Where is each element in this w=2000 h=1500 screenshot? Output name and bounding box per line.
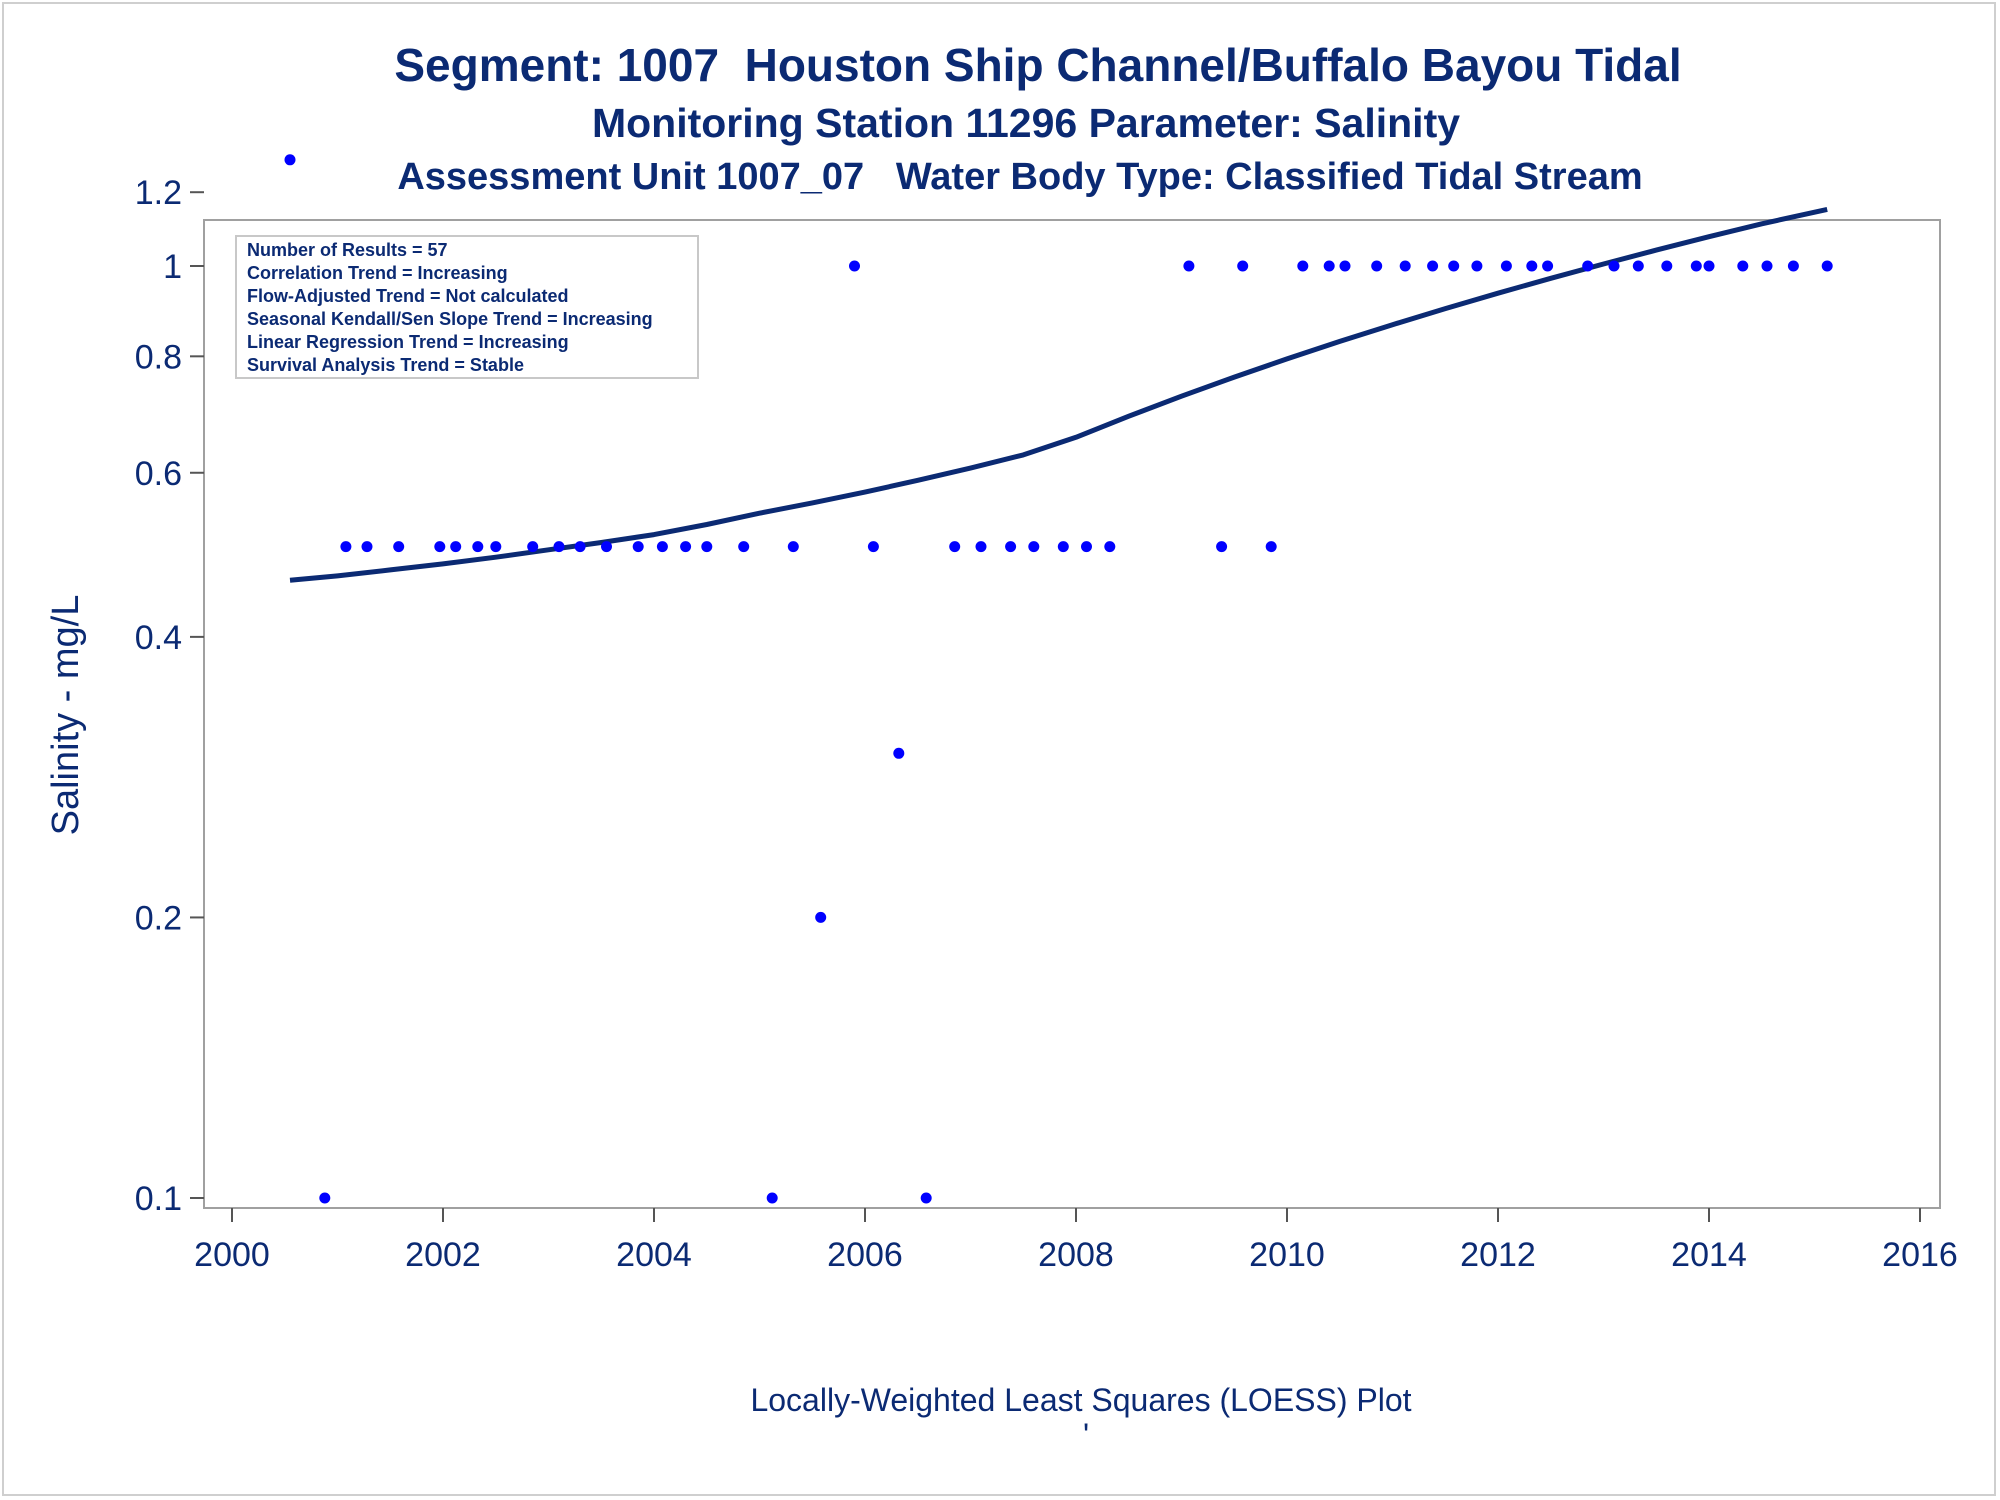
data-point xyxy=(472,541,484,553)
data-point xyxy=(867,541,879,553)
data-point xyxy=(1216,541,1228,553)
data-point xyxy=(340,541,352,553)
x-tick-label: 2010 xyxy=(1249,1236,1325,1274)
data-point xyxy=(632,541,644,553)
data-point xyxy=(1542,260,1554,272)
stats-line: Seasonal Kendall/Sen Slope Trend = Incre… xyxy=(247,309,653,329)
data-point xyxy=(656,541,668,553)
data-point xyxy=(1005,541,1017,553)
data-point xyxy=(893,747,905,759)
data-point xyxy=(553,541,565,553)
footer-mark: ' xyxy=(1083,1417,1089,1453)
y-tick-label: 1.2 xyxy=(135,174,182,212)
x-tick-label: 2012 xyxy=(1460,1236,1536,1274)
data-point xyxy=(815,911,827,923)
data-point xyxy=(1081,541,1092,553)
chart-title: Segment: 1007 Houston Ship Channel/Buffa… xyxy=(394,39,1682,91)
y-axis-label: Salinity - mg/L xyxy=(45,595,87,836)
data-point xyxy=(527,541,539,553)
data-point xyxy=(1371,260,1383,272)
x-tick-label: 2000 xyxy=(194,1236,270,1274)
loess-line xyxy=(289,206,1828,583)
data-point xyxy=(701,541,713,553)
data-point xyxy=(434,541,446,553)
data-point xyxy=(1323,260,1335,272)
data-point xyxy=(1265,541,1277,553)
data-point xyxy=(1761,260,1773,272)
chart-subtitle: Monitoring Station 11296 Parameter: Sali… xyxy=(591,100,1461,146)
y-tick-label: 0.8 xyxy=(135,338,182,376)
x-tick-label: 2008 xyxy=(1038,1236,1114,1274)
data-point xyxy=(766,1192,778,1204)
data-point xyxy=(1028,541,1040,553)
data-point xyxy=(1632,260,1644,272)
data-point xyxy=(1582,260,1594,272)
data-point xyxy=(1104,541,1116,553)
stats-line: Survival Analysis Trend = Stable xyxy=(247,355,524,375)
data-point xyxy=(1339,260,1351,272)
data-point xyxy=(1690,260,1702,272)
data-point xyxy=(1608,260,1620,272)
stats-line: Flow-Adjusted Trend = Not calculated xyxy=(247,286,569,306)
stats-line: Correlation Trend = Increasing xyxy=(247,263,508,283)
x-tick-label: 2014 xyxy=(1671,1236,1747,1274)
data-point xyxy=(601,541,612,553)
data-point xyxy=(361,541,373,553)
x-tick-label: 2016 xyxy=(1882,1236,1958,1274)
stats-line: Number of Results = 57 xyxy=(247,240,448,260)
data-point xyxy=(920,1192,932,1204)
data-point xyxy=(1471,260,1483,272)
data-point xyxy=(450,541,462,553)
stats-line: Linear Regression Trend = Increasing xyxy=(247,332,569,352)
data-point xyxy=(1297,260,1309,272)
data-point xyxy=(1399,260,1411,272)
data-point xyxy=(1427,260,1439,272)
x-tick-label: 2006 xyxy=(827,1236,903,1274)
data-point xyxy=(319,1192,331,1204)
data-point xyxy=(1183,260,1195,272)
plot-area-frame xyxy=(203,219,1941,1209)
data-point xyxy=(1237,260,1249,272)
data-point xyxy=(490,541,502,553)
x-tick-label: 2002 xyxy=(405,1236,481,1274)
data-point xyxy=(949,541,961,553)
y-tick-label: 0.2 xyxy=(135,899,182,937)
data-point xyxy=(1526,260,1538,272)
data-point xyxy=(1787,260,1799,272)
y-tick-label: 1 xyxy=(163,248,182,286)
data-point xyxy=(680,541,692,553)
stats-box xyxy=(235,235,699,379)
data-point xyxy=(1500,260,1512,272)
data-point xyxy=(1737,260,1749,272)
data-point xyxy=(284,154,296,166)
chart-subtitle-2: Assessment Unit 1007_07 Water Body Type:… xyxy=(397,156,1643,198)
data-point xyxy=(975,541,987,553)
data-point xyxy=(738,541,750,553)
y-tick-label: 0.4 xyxy=(135,619,182,657)
y-tick-label: 0.1 xyxy=(135,1180,182,1218)
data-point xyxy=(787,541,799,553)
data-point xyxy=(574,541,586,553)
data-point xyxy=(1703,260,1715,272)
data-point xyxy=(1661,260,1673,272)
data-point xyxy=(393,541,405,553)
footer-caption: Locally-Weighted Least Squares (LOESS) P… xyxy=(750,1382,1411,1418)
data-point xyxy=(1448,260,1460,272)
data-point xyxy=(1821,260,1833,272)
data-point xyxy=(1057,541,1069,553)
y-tick-label: 0.6 xyxy=(135,455,182,493)
data-point xyxy=(849,260,860,272)
x-tick-label: 2004 xyxy=(616,1236,692,1274)
